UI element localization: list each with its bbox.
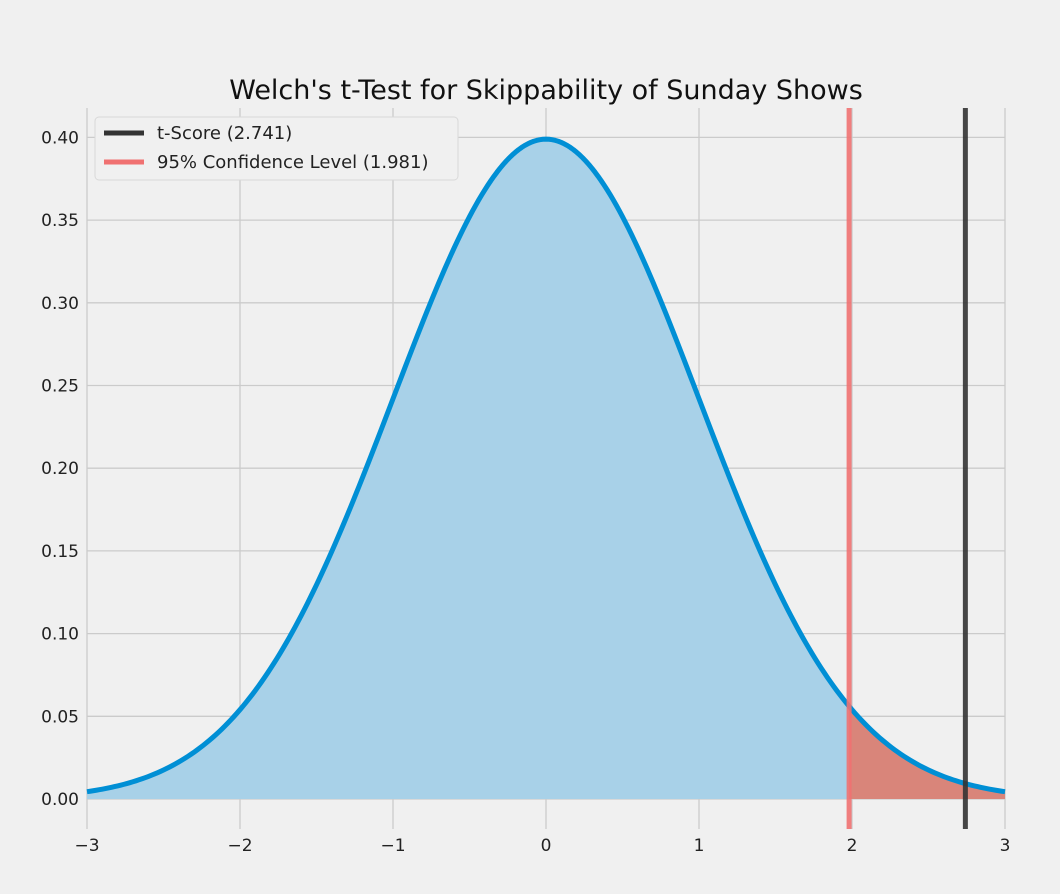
y-tick-label: 0.05 (41, 707, 79, 727)
y-tick-label: 0.10 (41, 625, 79, 645)
legend-box (94, 116, 459, 181)
y-tick-label: 0.35 (41, 211, 79, 231)
y-tick-label: 0.30 (41, 294, 79, 314)
pdf-curve-line (86, 136, 1006, 795)
legend-label: t-Score (2.741) (157, 123, 292, 144)
y-tick-label: 0.00 (41, 790, 79, 810)
x-tick-label: 2 (847, 836, 858, 856)
y-tick-label: 0.15 (41, 542, 79, 562)
legend-label: 95% Confidence Level (1.981) (157, 152, 428, 173)
x-tick-label: 3 (1000, 836, 1011, 856)
y-tick-label: 0.40 (41, 128, 79, 148)
area-under-curve (87, 139, 1005, 799)
x-tick-label: 1 (694, 836, 705, 856)
legend: t-Score (2.741) 95% Confidence Level (1.9… (94, 116, 459, 181)
y-tick-label: 0.25 (41, 377, 79, 397)
rejection-region (849, 706, 1005, 799)
x-tick-label: 0 (541, 836, 552, 856)
x-tick-label: −1 (380, 836, 405, 856)
y-tick-label: 0.20 (41, 459, 79, 479)
x-tick-label: −3 (74, 836, 99, 856)
x-tick-label: −2 (227, 836, 252, 856)
chart-title: Welch's t-Test for Skippability of Sunda… (229, 75, 863, 106)
